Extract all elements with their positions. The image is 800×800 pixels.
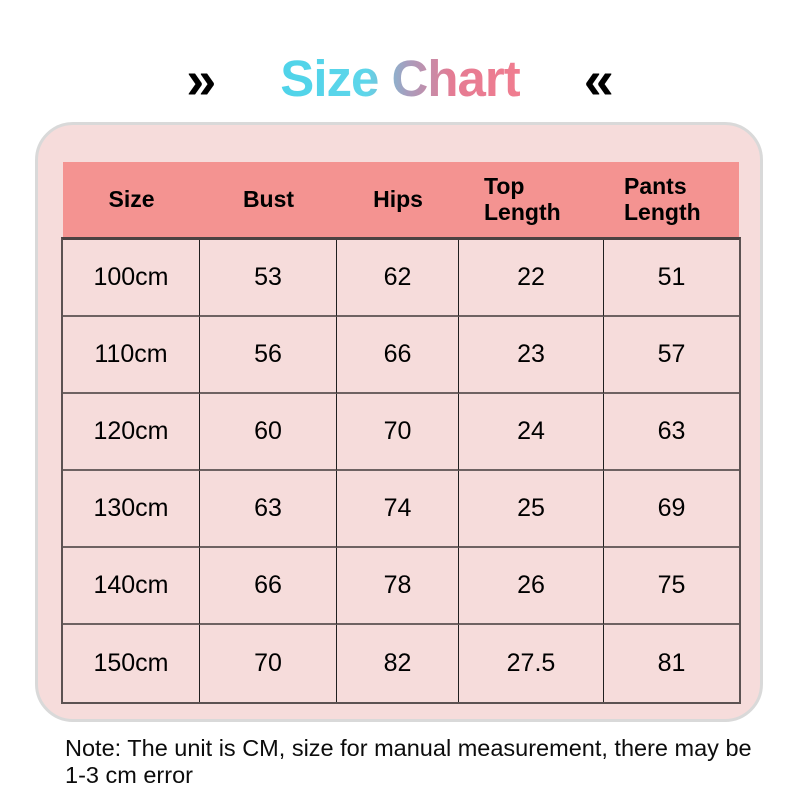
header-cell-label: Top Length	[484, 173, 561, 225]
table-cell: 110cm	[63, 317, 200, 394]
table-cell: 26	[459, 548, 604, 625]
table-cell: 22	[459, 240, 604, 317]
table-header-row: Size Bust Hips Top Length Pants Length	[63, 162, 739, 237]
table-cell: 25	[459, 471, 604, 548]
table-cell: 150cm	[63, 625, 200, 702]
table-cell: 53	[200, 240, 337, 317]
table-cell: 74	[337, 471, 459, 548]
table-cell: 75	[604, 548, 739, 625]
table-cell: 70	[337, 394, 459, 471]
table-cell: 120cm	[63, 394, 200, 471]
table-cell: 27.5	[459, 625, 604, 702]
table-cell: 69	[604, 471, 739, 548]
table-cell: 78	[337, 548, 459, 625]
header-cell-label: Bust	[242, 185, 295, 212]
header-cell-size: Size	[63, 185, 200, 212]
note-text: Note: The unit is CM, size for manual me…	[65, 735, 752, 789]
header-cell-hips: Hips	[337, 185, 459, 212]
header-cell-top-length: Top Length	[459, 174, 604, 225]
table-cell: 63	[604, 394, 739, 471]
table-body: 100cm 53 62 22 51 110cm 56 66 23 57 120c…	[61, 237, 741, 704]
title-row: » Size Chart «	[0, 50, 800, 109]
table-cell: 51	[604, 240, 739, 317]
double-chevron-left-icon: «	[583, 50, 614, 111]
table-cell: 81	[657, 649, 686, 677]
table-cell: 82	[337, 625, 459, 702]
table-cell: 66	[200, 548, 337, 625]
header-cell-label: Size	[108, 185, 155, 212]
header-cell-pants-length: Pants Length	[604, 174, 739, 225]
table-cell: 60	[200, 394, 337, 471]
header-cell-bust: Bust	[200, 185, 337, 212]
table-cell: 140cm	[63, 548, 200, 625]
table-cell: 100cm	[63, 240, 200, 317]
header-cell-label: Hips	[373, 185, 423, 212]
table-cell: 66	[337, 317, 459, 394]
table-cell: 56	[200, 317, 337, 394]
table-cell: 57	[604, 317, 739, 394]
header-cell-label: Pants Length	[624, 173, 701, 225]
size-chart-title: Size Chart	[280, 50, 520, 107]
size-chart-panel: Size Bust Hips Top Length Pants Length 1…	[35, 122, 763, 722]
double-chevron-right-icon: »	[186, 50, 217, 111]
table-cell: 130cm	[63, 471, 200, 548]
table-cell: 70	[200, 625, 337, 702]
table-cell: 23	[459, 317, 604, 394]
table-cell: 24	[459, 394, 604, 471]
table-cell: 62	[337, 240, 459, 317]
table-cell: 63	[200, 471, 337, 548]
